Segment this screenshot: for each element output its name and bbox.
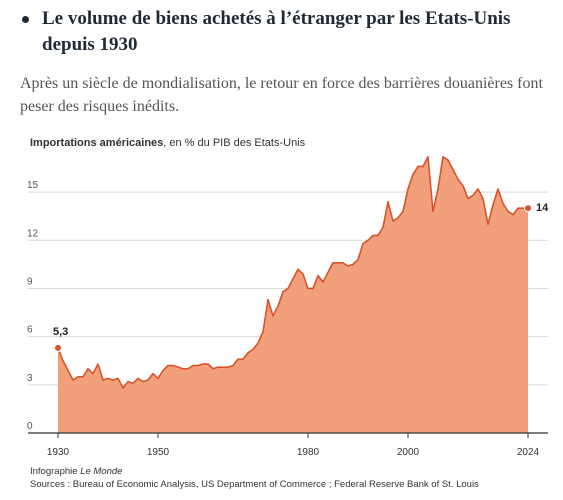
credit-prefix: Infographie — [30, 466, 81, 477]
headline-text: Le volume de biens achetés à l’étranger … — [42, 8, 511, 55]
credit: Infographie Le Monde — [30, 465, 479, 478]
x-tick-label: 1950 — [147, 447, 170, 458]
x-tick-label: 1980 — [297, 447, 320, 458]
y-tick-label: 9 — [27, 276, 33, 287]
imports-area — [58, 156, 528, 434]
standfirst: Après un siècle de mondialisation, le re… — [20, 75, 543, 115]
y-tick-label: 15 — [27, 180, 39, 191]
area-layer — [57, 155, 528, 434]
end-value-label: 14 — [536, 202, 549, 214]
start-value-label: 5,3 — [53, 326, 68, 338]
chart-subtitle: Importations américaines, en % du PIB de… — [30, 137, 305, 149]
y-tick-label: 3 — [27, 373, 33, 384]
sources: Sources : Bureau of Economic Analysis, U… — [30, 479, 479, 490]
x-tick-label: 1930 — [47, 447, 70, 458]
credit-publisher: Le Monde — [80, 466, 123, 477]
y-tick-label: 6 — [27, 325, 33, 336]
label-layer: 5,3 14 — [53, 202, 549, 352]
x-tick-label: 2024 — [517, 447, 540, 458]
bullet-icon — [22, 16, 29, 23]
x-tick-label: 2000 — [397, 447, 420, 458]
imports-line — [57, 155, 528, 389]
footer: Infographie Le Monde Sources : Bureau of… — [30, 465, 479, 491]
y-tick-label: 0 — [27, 421, 33, 432]
headline: Le volume de biens achetés à l’étranger … — [22, 6, 542, 58]
y-tick-label: 12 — [27, 228, 39, 239]
axis-layer: 1930 1950 1980 2000 2024 — [28, 432, 548, 458]
endpoint-marker — [54, 343, 62, 352]
chart-subtitle-strong: Importations américaines — [30, 137, 164, 149]
endpoint-marker — [524, 204, 532, 213]
chart-subtitle-rest: , en % du PIB des Etats-Unis — [163, 137, 306, 149]
